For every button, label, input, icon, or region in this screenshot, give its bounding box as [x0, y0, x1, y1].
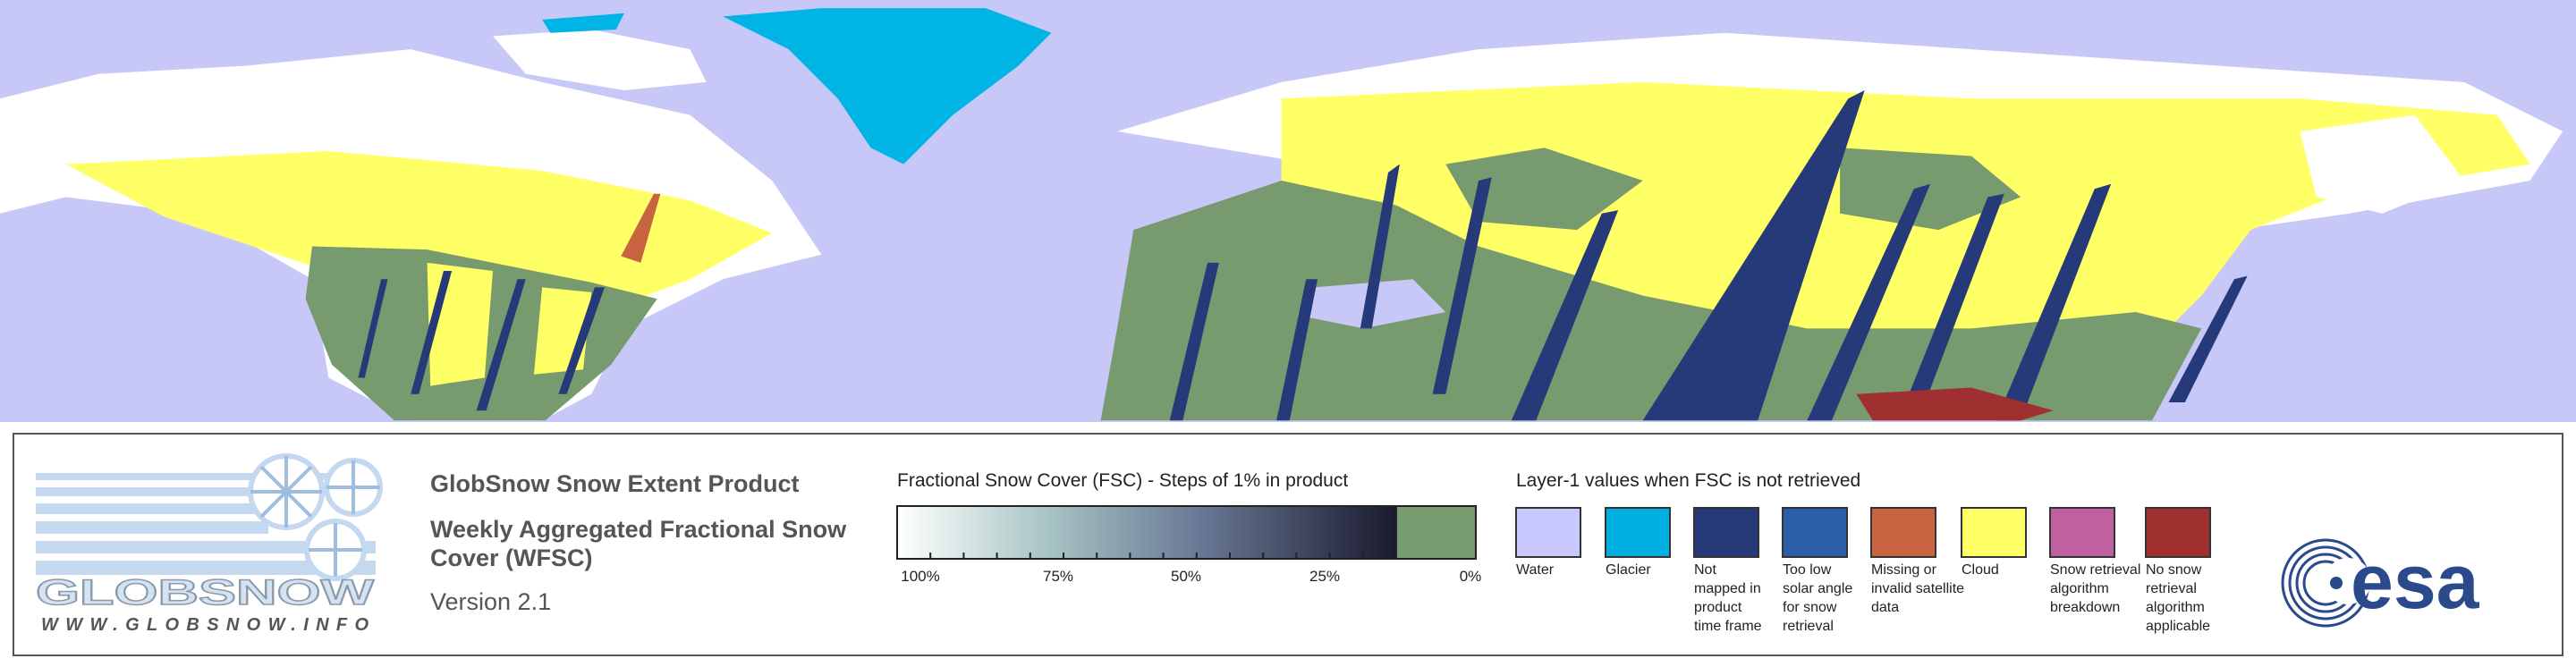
legend-swatch: [1515, 507, 1581, 558]
legend-label: breakdown: [2050, 600, 2120, 615]
fsc-gradient: [896, 505, 1397, 560]
esa-logo: esa: [2281, 538, 2480, 628]
legend-label: Too low: [1783, 562, 1832, 578]
legend-label: data: [1871, 600, 1899, 615]
legend-label: Missing or: [1871, 562, 1937, 578]
legend-swatch: [2145, 507, 2211, 558]
fsc-no-snow: [1395, 505, 1477, 560]
esa-text: esa: [2351, 539, 2480, 625]
product-version: Version 2.1: [430, 588, 551, 615]
legend-swatch: [2049, 507, 2115, 558]
legend-label: Glacier: [1606, 562, 1651, 578]
fsc-ticks: [929, 553, 1397, 559]
legend-label: No snow: [2146, 562, 2202, 578]
legend-label: Not: [1694, 562, 1716, 578]
legend-label: retrieval: [2146, 581, 2197, 596]
legend-swatch: [1605, 507, 1671, 558]
legend-label: solar angle: [1783, 581, 1852, 596]
legend-label: Cloud: [1962, 562, 1999, 578]
layer1-legend-title: Layer-1 values when FSC is not retrieved: [1516, 470, 1860, 491]
fsc-label: 0%: [1460, 568, 1482, 585]
legend-label: for snow: [1783, 600, 1837, 615]
legend-label: Water: [1516, 562, 1555, 578]
globsnow-logo: [36, 453, 383, 581]
legend-swatch: [1870, 507, 1936, 558]
legend-label: applicable: [2146, 619, 2210, 634]
legend-label: Snow retrieval: [2050, 562, 2140, 578]
legend-label: mapped in: [1694, 581, 1761, 596]
legend-label: algorithm: [2146, 600, 2205, 615]
product-subtitle-line: Cover (WFSC): [430, 545, 593, 571]
fsc-label: 25%: [1309, 568, 1340, 585]
legend-swatch: [1693, 507, 1759, 558]
land: [0, 8, 2563, 421]
product-subtitle-line: Weekly Aggregated Fractional Snow: [430, 516, 847, 543]
legend-label: product: [1694, 600, 1742, 615]
product-title: GlobSnow Snow Extent Product: [430, 470, 800, 497]
legend-label: retrieval: [1783, 619, 1834, 634]
legend-swatch: [1961, 507, 2027, 558]
logo-name: GLOBSNOW: [36, 573, 374, 612]
legend-label: invalid satellite: [1871, 581, 1964, 596]
fsc-legend-title: Fractional Snow Cover (FSC) - Steps of 1…: [897, 470, 1348, 491]
map: [0, 0, 2576, 422]
fsc-label: 75%: [1043, 568, 1073, 585]
legend-label: time frame: [1694, 619, 1762, 634]
fsc-label: 50%: [1171, 568, 1201, 585]
legend-swatch: [1782, 507, 1848, 558]
fsc-label: 100%: [901, 568, 939, 585]
legend-label: algorithm: [2050, 581, 2109, 596]
